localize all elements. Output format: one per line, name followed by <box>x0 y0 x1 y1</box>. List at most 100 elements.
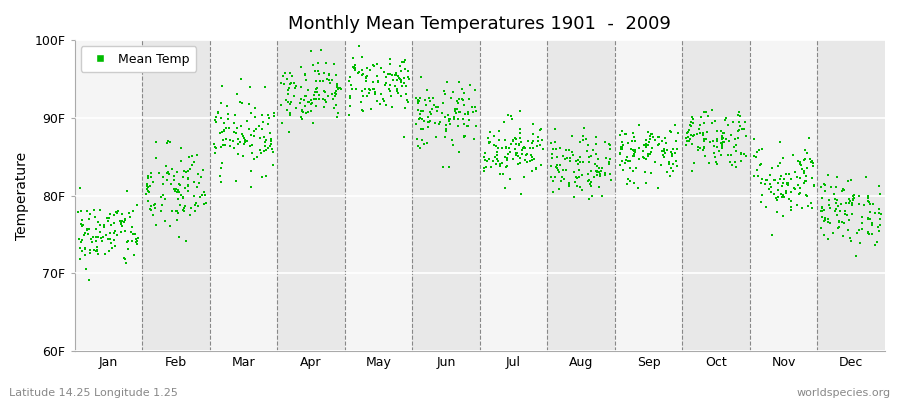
Point <box>800 193 814 199</box>
Point <box>501 150 516 157</box>
Point <box>166 173 181 179</box>
Point <box>639 180 653 186</box>
Point <box>187 159 202 165</box>
Point <box>244 184 258 190</box>
Point <box>615 138 629 145</box>
Point <box>461 109 475 115</box>
Point <box>863 216 878 222</box>
Point <box>155 202 169 208</box>
Point <box>174 202 188 208</box>
Point <box>826 191 841 198</box>
Point <box>618 131 633 137</box>
Point <box>281 98 295 105</box>
Point <box>306 62 320 68</box>
Point <box>253 147 267 154</box>
Point <box>391 89 405 96</box>
Point <box>685 114 699 120</box>
Point <box>247 156 261 162</box>
Point <box>571 160 585 167</box>
Point <box>869 238 884 245</box>
Point <box>544 155 559 161</box>
Point <box>643 136 657 142</box>
Point <box>513 154 527 161</box>
Point <box>526 145 540 151</box>
Point <box>176 206 190 213</box>
Point <box>793 185 807 191</box>
Point <box>82 277 96 283</box>
Point <box>292 100 307 106</box>
Point <box>842 196 856 202</box>
Point <box>78 246 93 252</box>
Point <box>118 256 132 262</box>
Point <box>440 79 454 86</box>
Point <box>72 236 86 242</box>
Point <box>253 135 267 141</box>
Point <box>259 146 274 153</box>
Point <box>309 96 323 102</box>
Point <box>400 68 415 75</box>
Point <box>461 123 475 129</box>
Point <box>86 234 100 240</box>
Point <box>362 90 376 96</box>
Point <box>266 162 280 168</box>
Point <box>427 95 441 101</box>
Point <box>662 173 677 180</box>
Point <box>707 143 722 149</box>
Point <box>641 150 655 157</box>
Point <box>693 122 707 128</box>
Point <box>324 90 338 97</box>
Point <box>130 241 144 248</box>
Point <box>320 76 334 83</box>
Point <box>818 182 832 188</box>
Point <box>814 184 828 190</box>
Point <box>716 140 730 147</box>
Point <box>304 48 319 54</box>
Point <box>739 153 753 159</box>
Point <box>874 211 888 218</box>
Point <box>228 112 242 118</box>
Point <box>622 178 636 184</box>
Point <box>528 166 543 172</box>
Point <box>868 242 883 248</box>
Point <box>705 106 719 113</box>
Point <box>512 141 526 148</box>
Point <box>569 158 583 164</box>
Point <box>526 138 540 144</box>
Point <box>422 118 436 125</box>
Point <box>233 139 248 145</box>
Point <box>666 161 680 168</box>
Point <box>773 138 788 145</box>
Point <box>95 234 110 240</box>
Point <box>706 138 720 144</box>
Point <box>112 218 127 224</box>
Point <box>759 204 773 210</box>
Point <box>796 180 811 186</box>
Point <box>394 68 409 74</box>
Point <box>283 112 297 118</box>
Point <box>195 166 210 173</box>
Point <box>684 123 698 130</box>
Point <box>275 73 290 79</box>
Point <box>717 139 732 145</box>
Point <box>654 162 669 168</box>
Point <box>77 252 92 258</box>
Point <box>144 203 158 210</box>
Point <box>118 228 132 234</box>
Point <box>873 191 887 197</box>
Point <box>455 116 470 122</box>
Point <box>655 148 670 154</box>
Point <box>594 168 608 174</box>
Point <box>638 142 652 148</box>
Point <box>509 152 524 158</box>
Point <box>107 220 122 226</box>
Point <box>556 175 571 182</box>
Point <box>689 130 704 137</box>
Point <box>645 145 660 151</box>
Point <box>832 224 847 231</box>
Point <box>410 106 425 113</box>
Point <box>97 251 112 257</box>
Point <box>780 180 795 186</box>
Point <box>508 146 522 152</box>
Point <box>240 138 255 145</box>
Point <box>370 72 384 79</box>
